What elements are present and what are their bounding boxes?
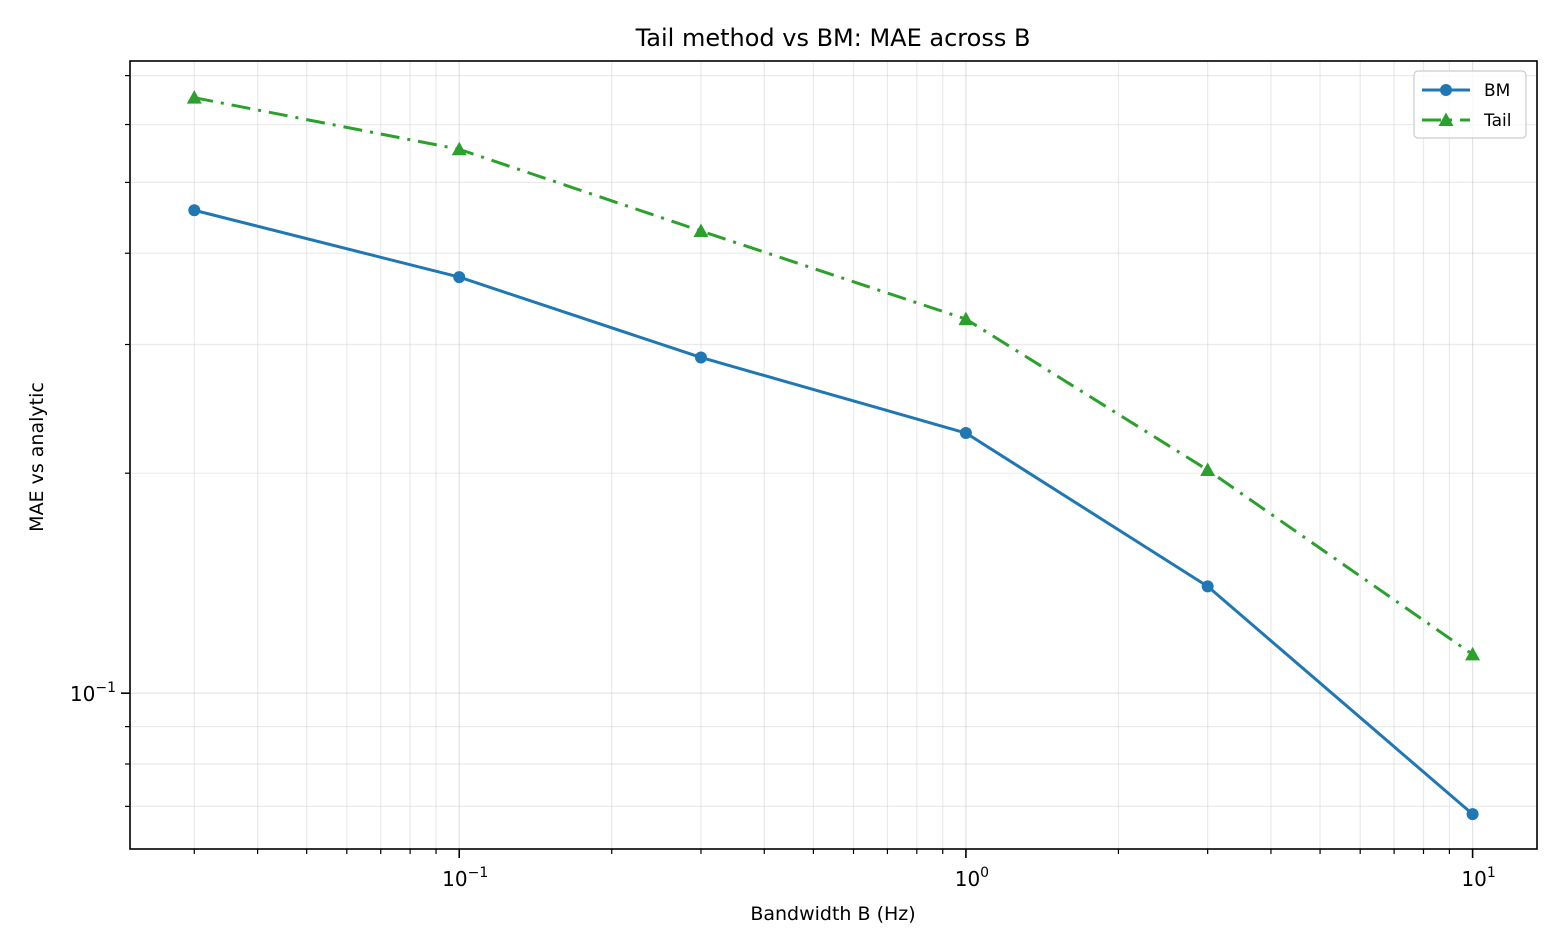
data-point-marker — [958, 311, 974, 326]
axis-ticks: 10−1 100 101 10−1 — [70, 75, 1496, 891]
data-point-marker — [451, 141, 467, 156]
chart-title: Tail method vs BM: MAE across B — [635, 24, 1031, 52]
data-point-marker — [1466, 808, 1479, 821]
data-point-marker — [959, 427, 972, 440]
legend-label: Tail — [1483, 111, 1511, 131]
data-point-marker — [1201, 580, 1214, 593]
series-tail — [186, 90, 1481, 661]
series-line — [193, 96, 1474, 656]
series-bm — [188, 204, 1479, 821]
data-point-marker — [1438, 112, 1454, 126]
series-line — [193, 208, 1474, 816]
plot-frame — [129, 60, 1538, 850]
legend-label: BM — [1484, 81, 1510, 101]
x-tick-label: 10−1 — [442, 865, 488, 891]
data-point-marker — [188, 204, 201, 217]
data-point-marker — [453, 271, 466, 284]
data-point-marker — [694, 351, 707, 364]
y-tick-label: 10−1 — [70, 680, 116, 706]
data-series — [186, 90, 1481, 821]
x-tick-label: 101 — [1461, 865, 1495, 891]
x-axis-label: Bandwidth B (Hz) — [750, 903, 915, 925]
data-point-marker — [1440, 84, 1452, 96]
x-tick-label: 100 — [955, 865, 989, 891]
data-point-marker — [693, 223, 709, 238]
data-point-marker — [1200, 462, 1216, 477]
data-point-marker — [186, 90, 202, 104]
data-point-marker — [1465, 646, 1481, 661]
y-axis-label: MAE vs analytic — [26, 382, 48, 532]
legend-entry-bm: BM — [1422, 81, 1510, 101]
legend: BM Tail — [1413, 70, 1527, 139]
legend-entry-tail: Tail — [1422, 111, 1511, 131]
